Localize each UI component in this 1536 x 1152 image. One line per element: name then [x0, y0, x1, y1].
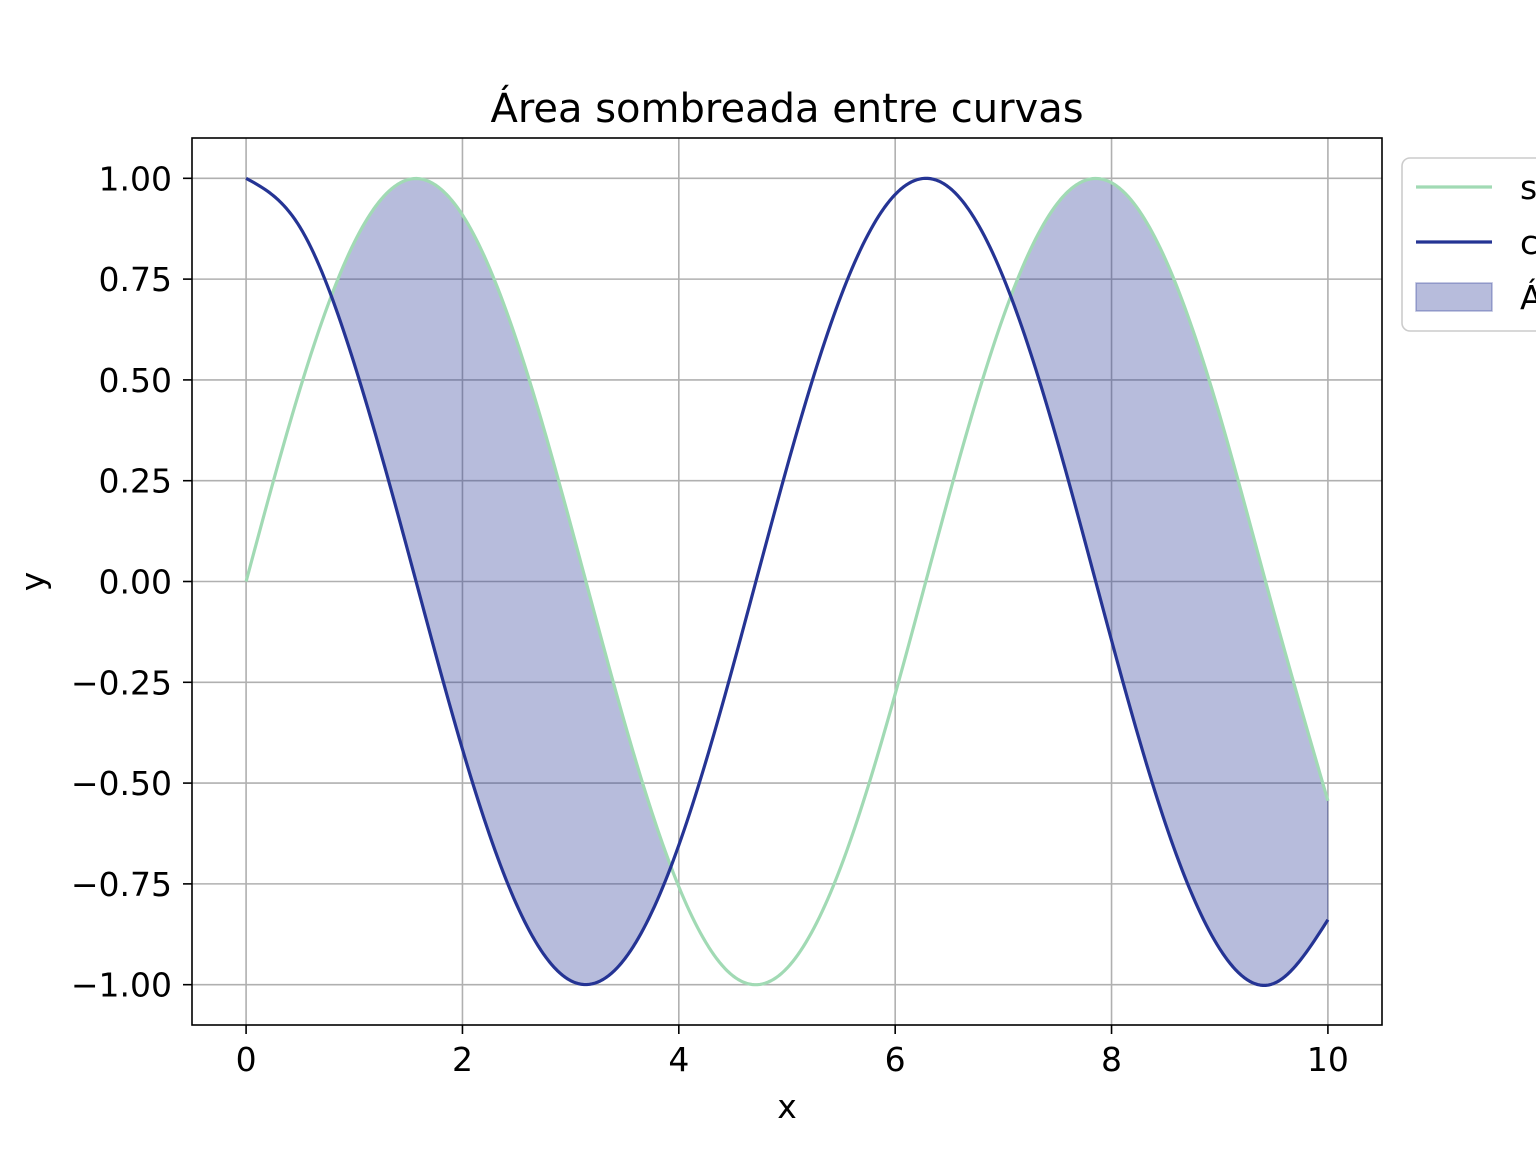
- y-tick-label: 1.00: [99, 159, 172, 198]
- y-tick-label: 0.25: [99, 462, 172, 501]
- x-tick-label: 8: [1101, 1040, 1122, 1079]
- x-tick-label: 10: [1307, 1040, 1349, 1079]
- y-tick-label: −0.25: [71, 663, 172, 702]
- x-axis-label: x: [777, 1087, 797, 1126]
- x-tick-label: 2: [452, 1040, 473, 1079]
- legend-label-1: s: [1520, 168, 1536, 207]
- y-tick-label: 0.50: [99, 361, 172, 400]
- grid: [192, 138, 1382, 1025]
- axis-ticks: 0 2 4 6 8 10 −1.00 −0.75 −0.50 −0.25 0.00 0.25 0.50 0…: [71, 159, 1349, 1079]
- y-tick-label: 0.75: [99, 260, 172, 299]
- x-tick-label: 4: [668, 1040, 689, 1079]
- y-tick-label: −0.75: [71, 865, 172, 904]
- legend-label-2: c: [1520, 223, 1536, 262]
- y-tick-label: −0.50: [71, 764, 172, 803]
- y-tick-label: −1.00: [71, 966, 172, 1005]
- legend-swatch-3: [1415, 282, 1493, 312]
- series-lines: [244, 176, 1330, 987]
- series-line-2: [245, 176, 1330, 987]
- legend-label-3: Á: [1520, 277, 1536, 317]
- legend: scÁ: [1401, 157, 1536, 332]
- x-tick-label: 0: [236, 1040, 257, 1079]
- series-line-1: [244, 176, 1330, 987]
- y-tick-label: 0.00: [99, 563, 172, 602]
- legend-frame: [1401, 157, 1536, 332]
- chart-title: Área sombreada entre curvas: [490, 84, 1083, 132]
- x-tick-label: 6: [885, 1040, 906, 1079]
- y-axis-label: y: [13, 572, 52, 592]
